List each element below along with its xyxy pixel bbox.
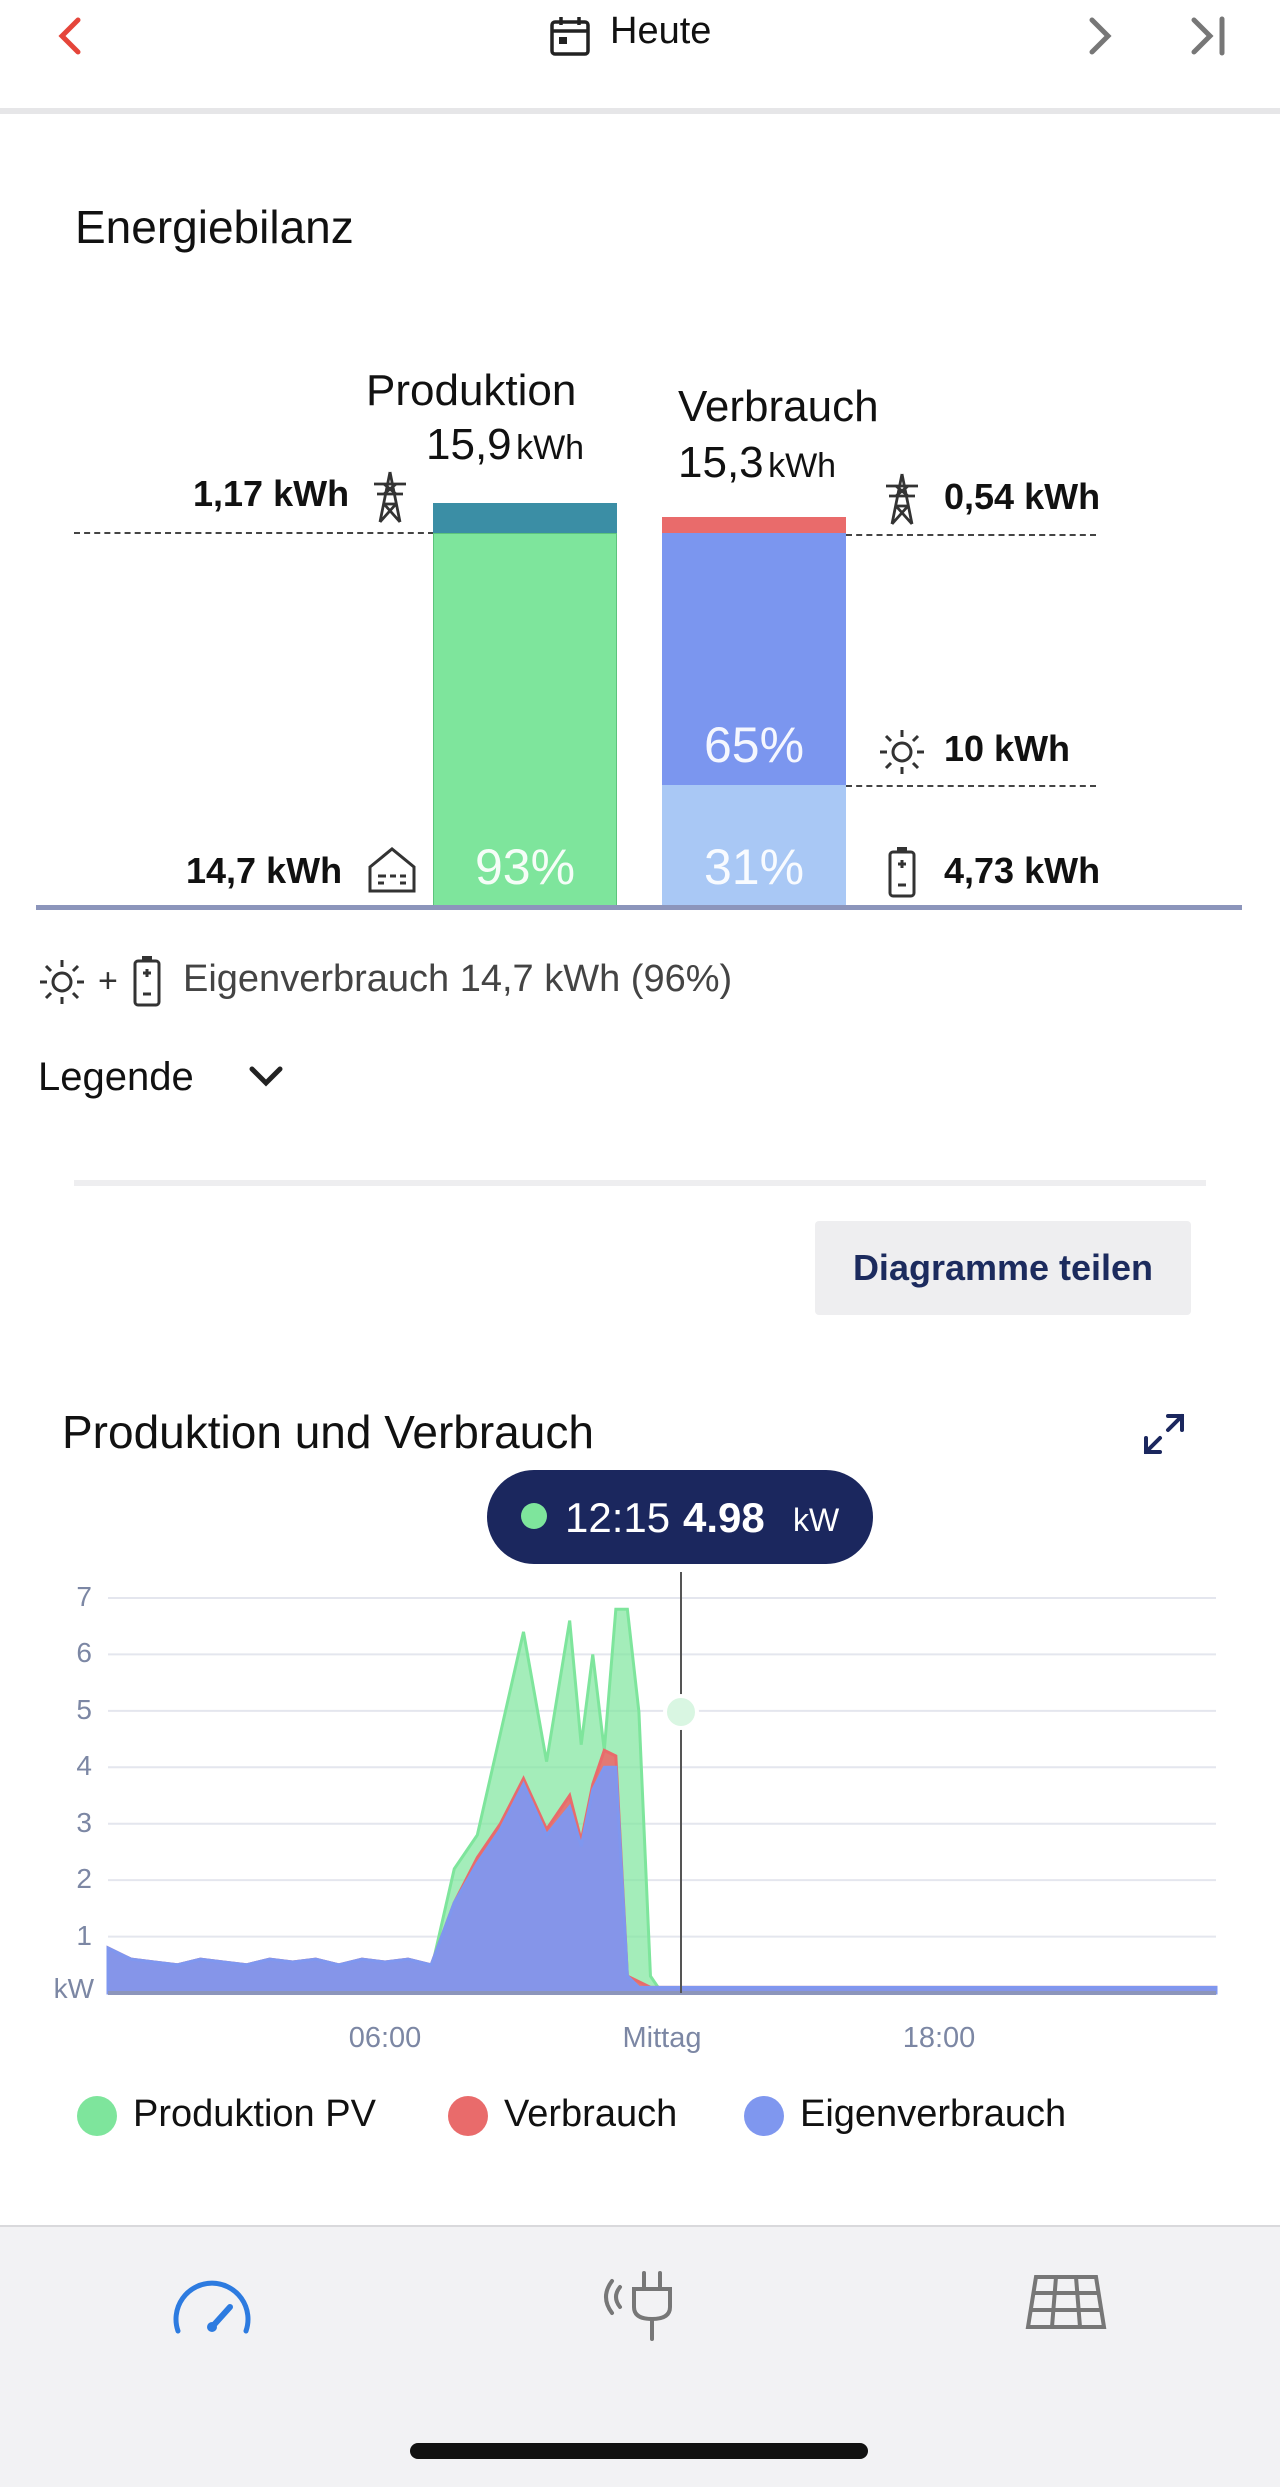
sun-icon (38, 958, 86, 1006)
calendar-icon (548, 14, 592, 58)
solar-dash (846, 785, 1096, 787)
y-tick-label: 5 (76, 1693, 92, 1725)
legend-label-self-consumption: Eigenverbrauch (800, 2093, 1067, 2135)
legend-item-consumption: Verbrauch (448, 2093, 677, 2136)
production-self-value: 14,7 kWh (186, 850, 343, 891)
power-pylon-icon (368, 470, 412, 524)
power-pylon-icon (880, 472, 924, 526)
legend-item-self-consumption: Eigenverbrauch (744, 2093, 1066, 2136)
production-total-value: 15,9 (426, 420, 512, 469)
home-indicator (410, 2443, 868, 2459)
y-tick-label: 1 (76, 1919, 92, 1951)
consumption-solar-value: 10 kWh (944, 728, 1071, 769)
x-tick-label: 06:00 (348, 2022, 422, 2054)
section-divider (74, 1180, 1206, 1186)
x-tick-label: Mittag (622, 2022, 702, 2054)
next-chevron-icon[interactable] (1080, 14, 1120, 58)
chart-title: Produktion und Verbrauch (62, 1406, 594, 1458)
house-icon (366, 843, 418, 895)
last-day-icon[interactable] (1188, 14, 1232, 58)
consumption-solar-percent: 65% (703, 717, 805, 773)
legend-item-production: Produktion PV (77, 2093, 376, 2136)
production-label: Produktion (366, 366, 577, 415)
back-chevron-icon[interactable] (50, 14, 90, 58)
consumption-solar-bar (662, 533, 846, 785)
production-total-unit: kWh (516, 429, 585, 467)
y-tick-label: 7 (76, 1581, 92, 1612)
series-area-verbrauch (106, 1748, 1218, 1995)
legend-dot-self-consumption (744, 2095, 784, 2136)
legend-label-consumption: Verbrauch (504, 2093, 678, 2135)
production-self-percent: 93% (474, 839, 576, 895)
legend-dot-consumption (448, 2095, 488, 2136)
production-consumption-chart[interactable] (0, 1560, 1280, 2020)
consumption-grid-bar (662, 517, 846, 533)
self-consumption-summary: Eigenverbrauch 14,7 kWh (96%) (183, 958, 733, 1000)
sun-icon (878, 728, 926, 776)
chevron-down-icon (246, 1061, 286, 1098)
legend-label-production: Produktion PV (133, 2093, 376, 2135)
legend-toggle-label: Legende (38, 1055, 194, 1099)
consumption-grid-draw-value: 0,54 kWh (944, 476, 1101, 517)
date-label[interactable]: Heute (610, 10, 712, 52)
top-bar: Heute (0, 0, 1280, 114)
production-feed-bar (433, 503, 617, 533)
solar-panel-icon[interactable] (1024, 2273, 1108, 2338)
y-axis-unit-label: kW (53, 1973, 94, 2004)
grid-dash-right (846, 534, 1096, 536)
expand-icon[interactable] (1140, 1410, 1188, 1463)
y-tick-label: 6 (76, 1637, 92, 1669)
consumption-label: Verbrauch (678, 382, 879, 431)
cursor-point (663, 1693, 699, 1730)
series-area-produktion-pv (108, 1607, 1216, 1995)
y-tick-label: 3 (76, 1806, 92, 1838)
dashboard-gauge-icon[interactable] (170, 2269, 254, 2344)
y-tick-label: 2 (76, 1863, 92, 1895)
tooltip-dot (521, 1503, 547, 1529)
tooltip-value: 4.98 (683, 1494, 765, 1541)
consumption-total: 15,3 kWh (678, 438, 836, 488)
series-area-eigenverbrauch (106, 1765, 1218, 1995)
y-tick-label: 4 (76, 1750, 92, 1782)
production-grid-feed-value: 1,17 kWh (193, 473, 350, 514)
x-tick-label: 18:00 (902, 2022, 976, 2054)
smart-plug-icon[interactable] (598, 2267, 682, 2348)
tooltip-unit: kW (793, 1502, 840, 1538)
legend-dot-production (77, 2095, 117, 2136)
consumption-battery-percent: 31% (703, 839, 805, 895)
grid-dash-left (74, 532, 434, 534)
plus-sign: + (98, 962, 118, 1000)
share-charts-button[interactable]: Diagramme teilen (815, 1221, 1191, 1315)
battery-icon (132, 954, 162, 1008)
consumption-total-value: 15,3 (678, 438, 764, 487)
production-total: 15,9 kWh (426, 420, 584, 470)
battery-icon (887, 845, 917, 899)
chart-tooltip: 12:15 4.98 kW (487, 1470, 873, 1564)
consumption-battery-bar (662, 785, 846, 905)
balance-title: Energiebilanz (75, 201, 354, 253)
tooltip-time: 12:15 (565, 1494, 671, 1541)
production-self-bar (433, 533, 617, 907)
baseline (36, 905, 1242, 910)
consumption-battery-value: 4,73 kWh (944, 850, 1101, 891)
consumption-total-unit: kWh (768, 447, 837, 485)
legend-toggle[interactable]: Legende (38, 1055, 298, 1105)
